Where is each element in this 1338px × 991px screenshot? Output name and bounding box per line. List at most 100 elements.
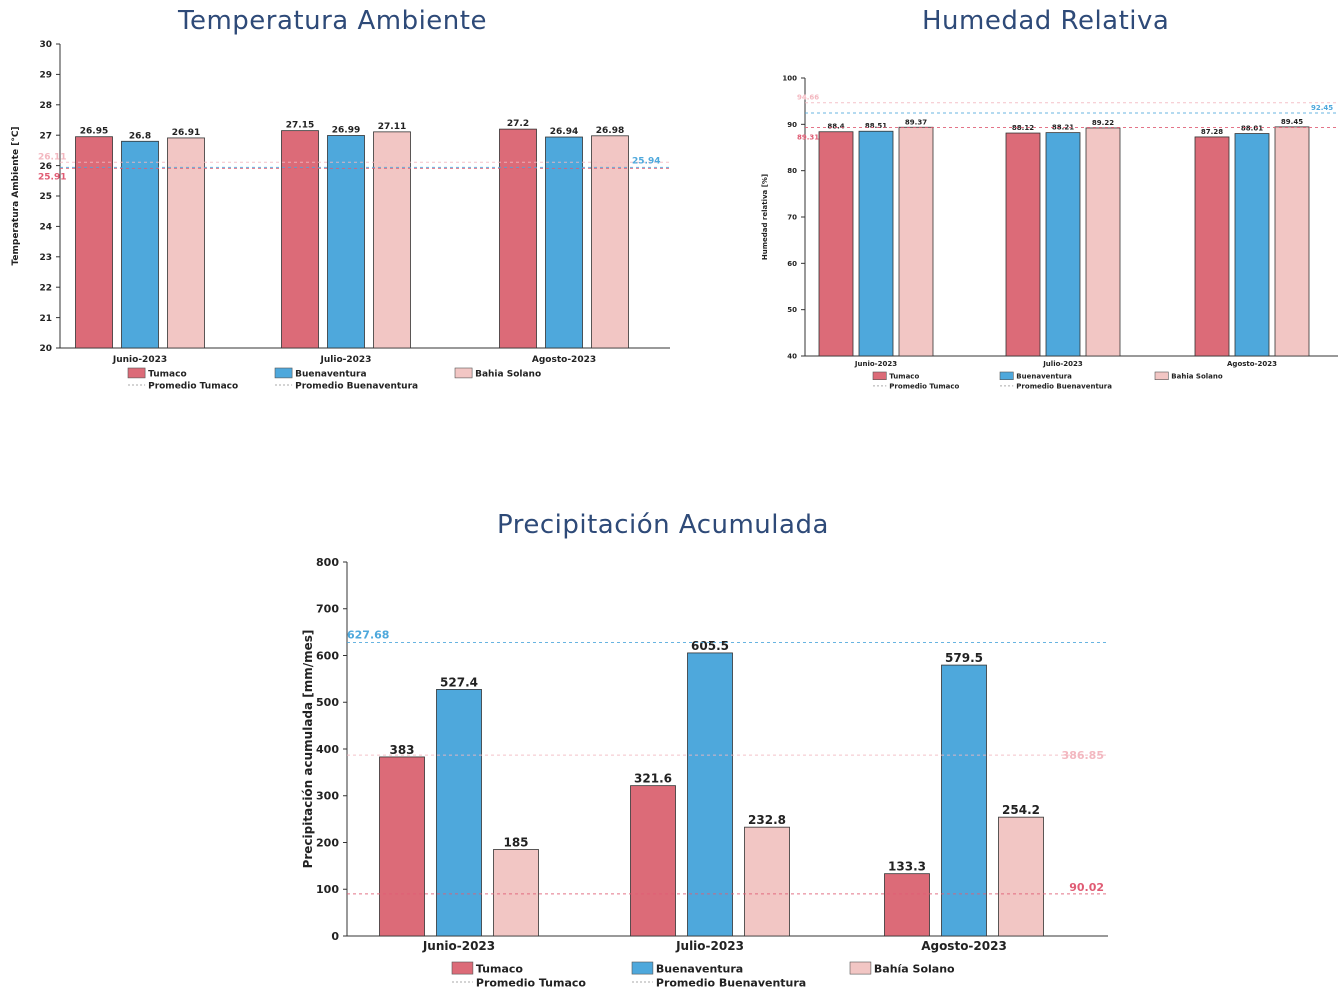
y-tick-label: 100 <box>316 883 339 896</box>
y-tick-label: 30 <box>39 40 52 50</box>
legend-swatch-buenaventura <box>631 961 654 975</box>
y-tick-label: 500 <box>316 696 339 709</box>
x-category-label: Junio-2023 <box>422 939 495 953</box>
y-tick-label: 400 <box>316 743 339 756</box>
bar-tumaco-junio-2023 <box>379 756 425 937</box>
bar-bahia-solano-julio-2023 <box>1085 127 1121 357</box>
bar-tumaco-julio-2023 <box>1005 132 1041 357</box>
bar-value-label: 133.3 <box>888 860 926 874</box>
x-category-label: Junio-2023 <box>112 355 167 365</box>
bar-buenaventura-agosto-2023 <box>941 664 987 937</box>
average-label-tumaco: 89.31 <box>797 134 819 142</box>
x-category-label: Agosto-2023 <box>1227 360 1277 368</box>
bar-value-label: 27.2 <box>507 119 529 129</box>
bar-value-label: 88.01 <box>1241 125 1263 133</box>
legend-label-buenaventura: Buenaventura <box>295 369 366 379</box>
bar-bahia-solano-julio-2023 <box>744 826 790 937</box>
y-tick-label: 23 <box>39 253 52 263</box>
bar-value-label: 232.8 <box>748 813 786 827</box>
y-axis-title: Precipitación acumulada [mm/mes] <box>301 630 315 869</box>
legend-swatch-buenaventura <box>999 371 1014 380</box>
bar-buenaventura-junio-2023 <box>436 689 482 937</box>
bar-value-label: 579.5 <box>945 651 983 665</box>
temperature-chart: 20 21 22 23 24 25 26 27 28 29 30 Temperatura Ambien… <box>11 40 670 391</box>
temperature-chart-title: Temperatura Ambiente <box>178 6 487 36</box>
bar-buenaventura-agosto-2023 <box>1234 133 1270 357</box>
legend-label-promedio-tumaco: Promedio Tumaco <box>476 976 587 989</box>
average-label-buenaventura: 92.45 <box>1311 104 1333 112</box>
bar-buenaventura-junio-2023 <box>121 140 159 349</box>
bar-value-label: 89.22 <box>1092 119 1114 127</box>
y-tick-label: 21 <box>39 314 52 324</box>
x-category-label: Junio-2023 <box>854 360 897 368</box>
bar-value-label: 87.28 <box>1201 128 1223 136</box>
bar-bahia-solano-agosto-2023 <box>1274 126 1310 357</box>
bar-buenaventura-julio-2023 <box>687 652 733 937</box>
y-tick-label: 24 <box>39 223 52 233</box>
bar-tumaco-julio-2023 <box>281 130 319 349</box>
y-tick-label: 25 <box>39 192 52 202</box>
y-tick-label: 26 <box>39 162 52 172</box>
legend-swatch-bahia-solano <box>849 961 872 975</box>
y-tick-label: 70 <box>787 213 797 221</box>
legend-swatch-buenaventura <box>274 367 293 379</box>
legend-swatch-tumaco <box>127 367 146 379</box>
bar-value-label: 27.11 <box>378 122 406 132</box>
bar-bahia-solano-junio-2023 <box>493 849 539 937</box>
legend-label-bahia-solano: Bahia Solano <box>1171 373 1223 381</box>
bar-value-label: 26.95 <box>80 127 108 137</box>
legend-label-buenaventura: Buenaventura <box>656 962 743 975</box>
bar-bahia-solano-julio-2023 <box>373 131 411 349</box>
bar-buenaventura-julio-2023 <box>327 135 365 349</box>
legend-label-promedio-buenaventura: Promedio Buenaventura <box>656 976 806 989</box>
bar-buenaventura-junio-2023 <box>858 130 894 357</box>
y-tick-label: 700 <box>316 603 339 616</box>
bar-value-label: 88.12 <box>1012 124 1034 132</box>
y-tick-label: 50 <box>787 306 797 314</box>
x-category-label: Julio-2023 <box>675 939 744 953</box>
bar-value-label: 26.94 <box>550 127 578 137</box>
bar-value-label: 26.91 <box>172 128 200 138</box>
y-tick-label: 20 <box>39 344 52 354</box>
legend-label-promedio-tumaco: Promedio Tumaco <box>148 381 238 391</box>
legend-swatch-tumaco <box>872 371 887 380</box>
bar-value-label: 27.15 <box>286 121 314 131</box>
bar-buenaventura-agosto-2023 <box>545 136 583 349</box>
y-tick-label: 40 <box>787 352 797 360</box>
legend-label-buenaventura: Buenaventura <box>1016 373 1072 381</box>
bar-value-label: 88.51 <box>865 122 887 130</box>
bar-value-label: 26.98 <box>596 126 624 136</box>
y-tick-label: 600 <box>316 649 339 662</box>
bar-bahia-solano-agosto-2023 <box>591 135 629 349</box>
bar-tumaco-agosto-2023 <box>1194 136 1230 357</box>
y-tick-label: 100 <box>782 74 797 82</box>
legend-label-bahia-solano: Bahía Solano <box>874 962 955 975</box>
x-category-label: Julio-2023 <box>320 355 372 365</box>
bar-value-label: 605.5 <box>691 639 729 653</box>
bar-value-label: 527.4 <box>440 675 478 689</box>
average-label-bahia-solano: 386.85 <box>1062 749 1104 762</box>
y-tick-label: 80 <box>787 167 797 175</box>
bar-value-label: 26.8 <box>129 131 151 141</box>
x-category-label: Agosto-2023 <box>921 939 1007 953</box>
average-label-buenaventura: 627.68 <box>347 629 389 642</box>
y-tick-label: 0 <box>331 930 339 943</box>
y-tick-label: 300 <box>316 790 339 803</box>
bar-tumaco-agosto-2023 <box>884 873 930 937</box>
legend-label-promedio-buenaventura: Promedio Buenaventura <box>295 381 418 391</box>
legend-label-tumaco: Tumaco <box>148 369 187 379</box>
bar-value-label: 89.37 <box>905 118 927 126</box>
average-label-buenaventura: 25.94 <box>632 156 660 166</box>
bar-bahia-solano-agosto-2023 <box>998 816 1044 937</box>
precipitation-chart: 0 100 200 300 400 500 600 700 800 Precipitación a… <box>301 556 1108 989</box>
legend-label-tumaco: Tumaco <box>476 962 524 975</box>
bar-bahia-solano-junio-2023 <box>898 126 934 357</box>
y-tick-label: 800 <box>316 556 339 569</box>
bar-value-label: 26.99 <box>332 126 360 136</box>
average-label-bahia-solano: 26.11 <box>38 152 66 162</box>
y-axis-title: Temperatura Ambiente [°C] <box>11 126 21 265</box>
bar-value-label: 185 <box>503 836 528 850</box>
y-tick-label: 60 <box>787 260 797 268</box>
legend-label-bahia-solano: Bahia Solano <box>475 369 541 379</box>
y-axis-title: Humedad relativa [%] <box>761 174 769 260</box>
